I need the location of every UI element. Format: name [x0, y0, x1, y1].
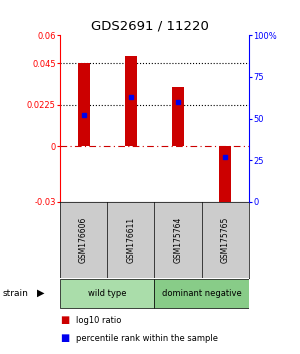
Text: ■: ■ [60, 315, 69, 325]
Text: ■: ■ [60, 333, 69, 343]
Text: GSM176611: GSM176611 [126, 217, 135, 263]
Text: GSM176606: GSM176606 [79, 217, 88, 263]
Text: GDS2691 / 11220: GDS2691 / 11220 [91, 19, 209, 33]
Text: ▶: ▶ [37, 288, 44, 298]
Text: percentile rank within the sample: percentile rank within the sample [76, 333, 218, 343]
Text: strain: strain [3, 289, 29, 298]
Bar [220, 146, 231, 209]
Bar [60, 280, 154, 308]
Bar [78, 63, 89, 146]
Text: dominant negative: dominant negative [162, 289, 242, 298]
Text: GSM175764: GSM175764 [174, 217, 183, 263]
Text: log10 ratio: log10 ratio [76, 316, 122, 325]
Bar [172, 87, 184, 146]
Bar [154, 280, 249, 308]
Text: wild type: wild type [88, 289, 127, 298]
Bar [125, 56, 137, 146]
Text: GSM175765: GSM175765 [221, 217, 230, 263]
